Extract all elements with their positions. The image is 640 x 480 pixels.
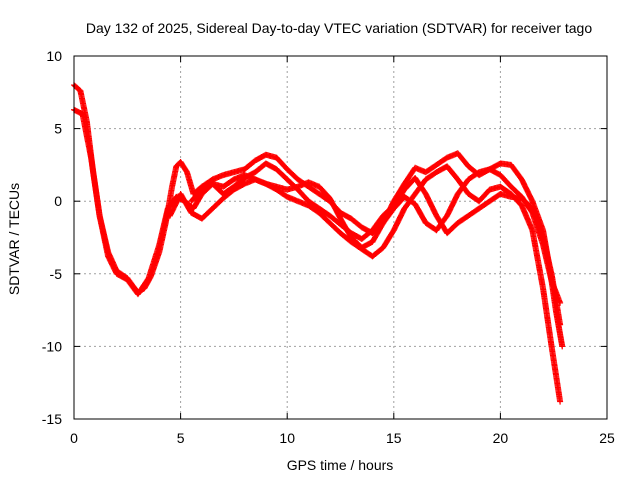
x-tick-label: 15 (386, 430, 402, 446)
x-tick-label: 25 (599, 430, 615, 446)
y-tick-label: -10 (42, 338, 62, 354)
series-2 (71, 106, 564, 405)
plot-border (73, 55, 608, 420)
series-4 (188, 160, 564, 328)
grid (74, 56, 607, 419)
chart-title: Day 132 of 2025, Sidereal Day-to-day VTE… (86, 20, 593, 36)
axis-ticks: 0 5 10 15 20 25 -15 -10 -5 0 5 10 (42, 48, 615, 446)
y-tick-label: -15 (42, 411, 62, 427)
x-tick-label: 20 (493, 430, 509, 446)
x-tick-label: 5 (177, 430, 185, 446)
data-point (557, 321, 564, 328)
y-tick-label: -5 (50, 266, 63, 282)
x-tick-label: 10 (279, 430, 295, 446)
y-tick-label: 10 (46, 48, 62, 64)
x-axis-label: GPS time / hours (287, 457, 394, 473)
y-tick-label: 5 (54, 121, 62, 137)
data-point (559, 343, 566, 350)
data-points (71, 82, 566, 405)
y-tick-label: 0 (54, 193, 62, 209)
x-tick-label: 0 (70, 430, 78, 446)
y-axis-label: SDTVAR / TECUs (6, 183, 22, 295)
data-point (557, 398, 564, 405)
